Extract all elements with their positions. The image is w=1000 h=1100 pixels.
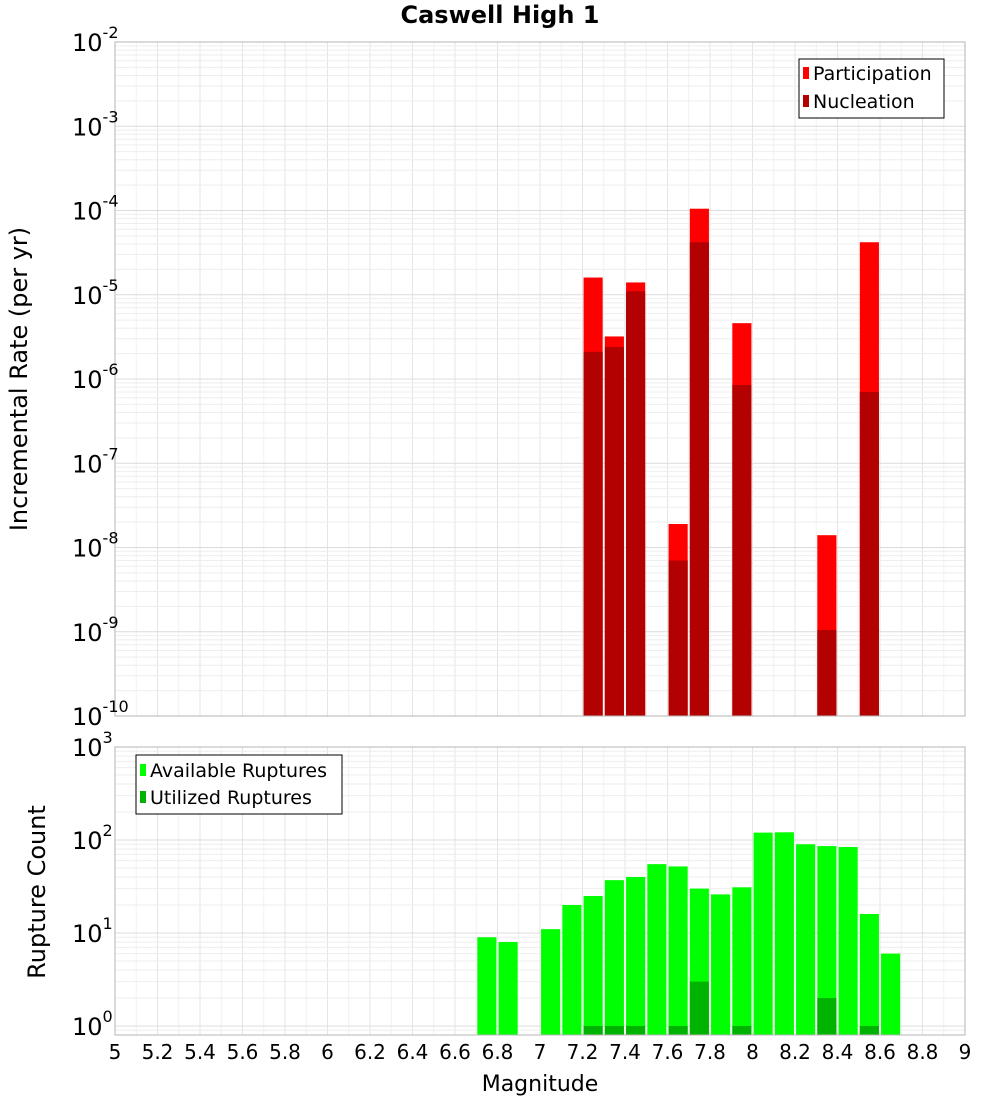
top-legend-box — [798, 58, 945, 119]
bottom-bar-utilized-ruptures — [583, 1025, 603, 1035]
x-tick-label: 9 — [959, 1040, 972, 1064]
x-tick-label: 6.6 — [439, 1040, 471, 1064]
top-y-tick-label: 10-7 — [72, 444, 119, 478]
top-y-ticks: 10-2 10-3 10-4 10-5 10-6 10-7 10-8 10-9 10-10 — [72, 23, 129, 731]
x-tick-label: 8 — [746, 1040, 759, 1064]
x-tick-label: 8.4 — [822, 1040, 854, 1064]
bottom-y-axis-label: Rupture Count — [23, 805, 51, 979]
bottom-bar-utilized-ruptures — [668, 1025, 688, 1035]
bottom-bar-available-ruptures — [604, 880, 624, 1035]
x-tick-label: 5.8 — [269, 1040, 301, 1064]
x-tick-label: 7 — [534, 1040, 547, 1064]
top-y-tick-label: 10-10 — [72, 697, 129, 731]
bottom-bar-available-ruptures — [796, 844, 816, 1035]
bottom-bar-available-ruptures — [583, 895, 603, 1035]
x-tick-label: 5.6 — [227, 1040, 259, 1064]
x-tick-label: 7.8 — [694, 1040, 726, 1064]
chart-title: Caswell High 1 — [401, 1, 600, 29]
bottom-bar-available-ruptures — [817, 846, 837, 1035]
x-tick-label: 6.8 — [482, 1040, 514, 1064]
top-y-tick-label: 10-9 — [72, 613, 119, 647]
top-panel-grid — [114, 42, 966, 717]
top-legend: Participation Nucleation — [798, 58, 945, 119]
top-y-axis-label: Incremental Rate (per yr) — [5, 227, 33, 531]
bottom-bar-available-ruptures — [626, 877, 646, 1035]
bottom-bar-available-ruptures — [838, 847, 858, 1035]
bottom-bar-utilized-ruptures — [817, 997, 837, 1035]
legend-available-label: Available Ruptures — [150, 760, 327, 782]
bottom-bar-available-ruptures — [541, 929, 561, 1035]
bottom-y-tick-label: 100 — [72, 1007, 113, 1041]
x-tick-label: 8.8 — [907, 1040, 939, 1064]
top-y-tick-label: 10-6 — [72, 360, 119, 394]
x-tick-label: 8.2 — [779, 1040, 811, 1064]
bottom-bar-available-ruptures — [881, 953, 901, 1035]
bottom-y-tick-label: 101 — [72, 914, 113, 948]
bottom-bar-available-ruptures — [668, 866, 688, 1035]
bottom-y-tick-label: 102 — [72, 821, 113, 855]
bottom-y-ticks: 103 102 101 100 — [72, 728, 113, 1041]
bottom-bar-available-ruptures — [562, 904, 582, 1035]
top-bar-nucleation — [689, 242, 709, 716]
top-y-tick-label: 10-3 — [72, 107, 119, 141]
bottom-bar-available-ruptures — [711, 894, 731, 1035]
legend-available-swatch — [140, 764, 146, 776]
x-axis-label: Magnitude — [482, 1072, 599, 1097]
x-tick-label: 5 — [109, 1040, 122, 1064]
top-panel-bars — [583, 208, 879, 717]
x-tick-label: 7.4 — [609, 1040, 641, 1064]
legend-utilized-label: Utilized Ruptures — [150, 787, 312, 809]
top-bar-nucleation — [668, 560, 688, 716]
top-bar-nucleation — [859, 392, 879, 716]
bottom-bar-utilized-ruptures — [689, 981, 709, 1035]
bottom-legend-box — [135, 754, 343, 815]
x-ticks: 5 5.2 5.4 5.6 5.8 6 6.2 6.4 6.6 6.8 7 7.2 7.4 7.6 7.8 8… — [109, 1040, 972, 1064]
bottom-legend: Available Ruptures Utilized Ruptures — [135, 754, 343, 815]
legend-nucleation-swatch — [803, 95, 809, 107]
top-y-tick-label: 10-4 — [72, 192, 119, 226]
top-bar-nucleation — [583, 351, 603, 716]
top-bar-nucleation — [626, 291, 646, 716]
top-y-tick-label: 10-5 — [72, 276, 119, 310]
x-tick-label: 6.4 — [397, 1040, 429, 1064]
bottom-bar-available-ruptures — [477, 937, 497, 1035]
bottom-panel-frame — [114, 746, 966, 1036]
top-panel-frame — [114, 41, 966, 717]
top-y-tick-label: 10-8 — [72, 529, 119, 563]
bottom-bar-utilized-ruptures — [859, 1025, 879, 1035]
bottom-bar-available-ruptures — [859, 914, 879, 1035]
bottom-bar-available-ruptures — [498, 942, 518, 1035]
top-bar-nucleation — [817, 629, 837, 716]
bottom-bar-utilized-ruptures — [626, 1025, 646, 1035]
bottom-bar-utilized-ruptures — [604, 1025, 624, 1035]
x-tick-label: 5.2 — [142, 1040, 174, 1064]
x-tick-label: 8.6 — [864, 1040, 896, 1064]
x-tick-label: 7.6 — [652, 1040, 684, 1064]
bottom-bar-available-ruptures — [753, 832, 773, 1035]
x-tick-label: 6.2 — [354, 1040, 386, 1064]
bottom-bar-available-ruptures — [732, 887, 752, 1035]
x-tick-label: 7.2 — [567, 1040, 599, 1064]
x-tick-label: 5.4 — [184, 1040, 216, 1064]
top-bar-nucleation — [732, 384, 752, 716]
bottom-panel-bars — [477, 832, 901, 1035]
bottom-bar-available-ruptures — [774, 832, 794, 1035]
bottom-bar-utilized-ruptures — [732, 1025, 752, 1035]
legend-participation-swatch — [803, 67, 809, 79]
bottom-bar-available-ruptures — [647, 864, 667, 1035]
legend-utilized-swatch — [140, 791, 146, 803]
x-tick-label: 6 — [321, 1040, 334, 1064]
legend-nucleation-label: Nucleation — [813, 91, 915, 113]
bottom-y-tick-label: 103 — [72, 728, 113, 762]
top-bar-nucleation — [604, 346, 624, 716]
legend-participation-label: Participation — [813, 63, 932, 85]
top-y-tick-label: 10-2 — [72, 23, 119, 57]
